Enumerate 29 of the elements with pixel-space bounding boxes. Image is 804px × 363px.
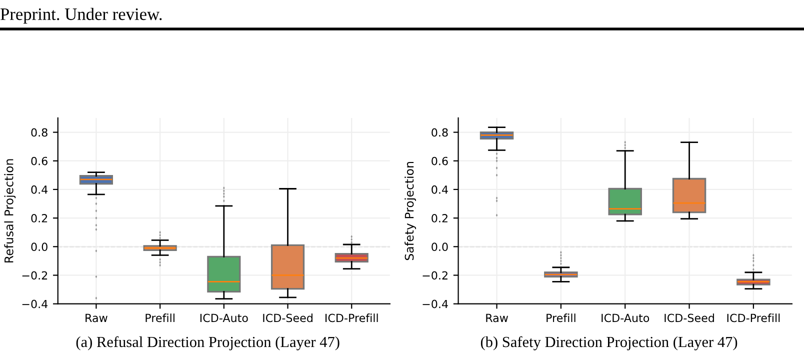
- text: Preprint. Under review.: [0, 8, 162, 24]
- y-tick-label: 0.2: [432, 214, 448, 222]
- x-tick-label: ICD-Seed: [263, 314, 312, 322]
- text: (a) Refusal Direction Projection (Layer 47): [76, 336, 340, 350]
- x-tick-label: Raw: [86, 314, 108, 322]
- y-tick-label: −0.2: [422, 271, 448, 280]
- y-tick-label: −0.2: [22, 271, 48, 280]
- y-tick-label: 0.0: [432, 242, 448, 252]
- x-tick-label: ICD-Prefill: [727, 314, 780, 322]
- y-axis-title: Safety Projection: [404, 162, 416, 260]
- y-tick-label: 0.4: [432, 185, 448, 194]
- text: (b) Safety Direction Projection (Layer 47): [480, 336, 738, 350]
- y-tick-label: 0.6: [31, 156, 48, 166]
- y-tick-label: 0.8: [432, 128, 448, 137]
- y-axis-title: Refusal Projection: [4, 159, 16, 262]
- y-tick-label: 0.4: [31, 185, 48, 194]
- x-tick-label: Prefill: [146, 314, 174, 322]
- y-tick-label: 0.2: [31, 214, 48, 222]
- y-tick-label: 0.6: [432, 156, 448, 166]
- x-tick-label: ICD-Auto: [200, 314, 248, 322]
- x-tick-label: Prefill: [546, 314, 576, 322]
- y-tick-label: 0.8: [31, 128, 48, 137]
- x-tick-label: ICD-Prefill: [326, 314, 378, 322]
- y-tick-label: −0.4: [22, 300, 48, 308]
- y-tick-label: 0.0: [31, 242, 48, 252]
- x-tick-label: Raw: [486, 314, 508, 322]
- x-tick-label: ICD-Seed: [664, 314, 714, 322]
- x-tick-label: ICD-Auto: [602, 314, 650, 322]
- y-tick-label: −0.4: [422, 300, 448, 308]
